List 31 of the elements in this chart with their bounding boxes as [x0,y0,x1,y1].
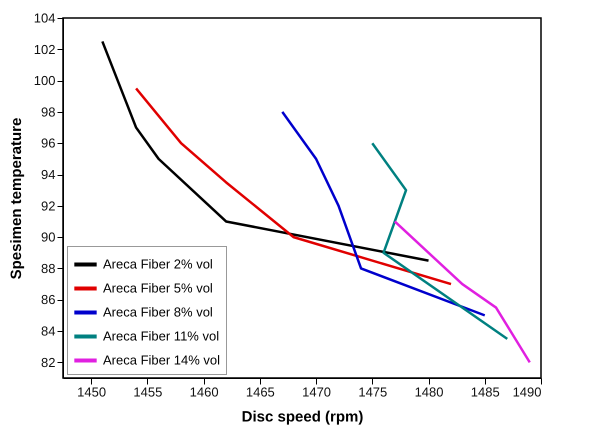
x-tick-label: 1485 [470,384,500,400]
y-tick-label: 100 [34,73,56,88]
legend-label: Areca Fiber 8% vol [103,304,213,320]
x-tick-label: 1480 [414,384,444,400]
legend-label: Areca Fiber 5% vol [103,280,213,296]
x-tick-label: 1460 [190,384,219,400]
y-tick-label: 84 [41,324,56,339]
y-tick-label: 82 [41,354,56,370]
line-series [371,142,509,340]
y-tick-label: 102 [34,42,56,57]
y-tick-label: 96 [41,136,56,151]
y-tick-label: 94 [41,167,56,182]
y-tick-label: 104 [34,10,56,26]
y-axis-title: Spesimen temperature [8,118,25,280]
x-tick-label: 1490 [512,384,542,400]
y-tick-label: 90 [41,230,56,245]
legend-label: Areca Fiber 14% vol [103,352,220,368]
y-tick-label: 98 [41,104,56,120]
legend-label: Areca Fiber 11% vol [103,328,220,344]
x-tick-label: 1450 [77,384,106,400]
x-tick-label: 1465 [246,384,275,400]
line-series [281,110,486,317]
y-tick-label: 86 [41,292,56,308]
y-tick-label: 92 [41,198,56,214]
y-tick-label: 88 [41,260,56,276]
legend-label: Areca Fiber 2% vol [103,256,213,272]
x-tick-label: 1470 [302,384,332,400]
x-tick-label: 1475 [358,384,388,400]
line-series [394,220,532,364]
x-axis-title: Disc speed (rpm) [242,408,364,426]
x-tick-label: 1455 [133,384,162,400]
